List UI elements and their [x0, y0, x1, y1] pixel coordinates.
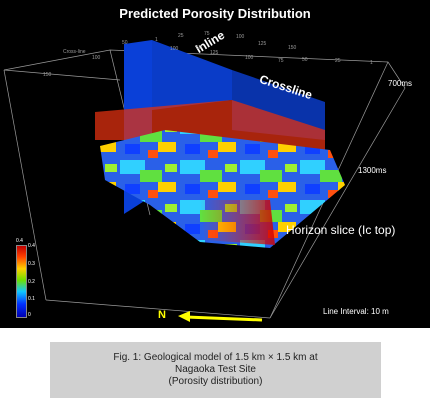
colorbar-label: 0 — [28, 312, 31, 318]
horizon-slice-surface — [100, 130, 345, 248]
colorbar-label: 0.2 — [28, 279, 35, 285]
figure-caption: Fig. 1: Geological model of 1.5 km × 1.5… — [50, 342, 381, 398]
horizon-slice-red-zone — [200, 200, 275, 245]
colorbar-label: 0.4 — [28, 243, 35, 249]
porosity-colorbar — [16, 245, 27, 318]
tick-label: 1 — [370, 60, 373, 66]
tick-label: Cross-line — [63, 49, 86, 55]
figure-title: Predicted Porosity Distribution — [119, 6, 311, 21]
tick-label: 125 — [210, 50, 219, 56]
tick-label: 75 — [204, 31, 210, 37]
tick-label: 75 — [278, 58, 284, 64]
caption-line-3: (Porosity distribution) — [168, 376, 263, 387]
north-arrow-shaft — [185, 315, 263, 322]
tick-label: 100 — [236, 34, 245, 40]
line-interval-label: Line Interval: 10 m — [323, 307, 389, 316]
tick-label: 100 — [245, 55, 254, 61]
tick-label: 50 — [196, 45, 202, 51]
caption-line-2: Nagaoka Test Site — [175, 364, 256, 375]
tick-label: 150 — [288, 45, 297, 51]
tick-label: 1 — [155, 37, 158, 43]
depth-top-label: 700ms — [388, 79, 413, 88]
colorbar-label: 0.4 — [16, 238, 23, 244]
crossline-section — [152, 40, 232, 110]
tick-label: 25 — [335, 58, 341, 64]
tick-label: 25 — [178, 33, 184, 39]
tick-label: 100 — [92, 55, 101, 61]
colorbar-label: 0.3 — [28, 261, 35, 267]
tick-label: 100 — [170, 46, 179, 52]
tick-label: 50 — [302, 57, 308, 63]
tick-label: 50 — [122, 40, 128, 46]
caption-line-1: Fig. 1: Geological model of 1.5 km × 1.5… — [113, 352, 318, 363]
seismic-volume-scene — [3, 40, 406, 322]
tick-label: 150 — [43, 72, 52, 78]
colorbar-label: 0.1 — [28, 296, 35, 302]
north-label: N — [158, 309, 166, 321]
depth-bottom-label: 1300ms — [358, 166, 387, 175]
horizon-slice-label: Horizon slice (Ic top) — [286, 223, 396, 237]
tick-label: 125 — [258, 41, 267, 47]
porosity-figure: Predicted Porosity Distribution Inline C… — [0, 0, 430, 328]
north-arrow-head — [178, 311, 190, 322]
